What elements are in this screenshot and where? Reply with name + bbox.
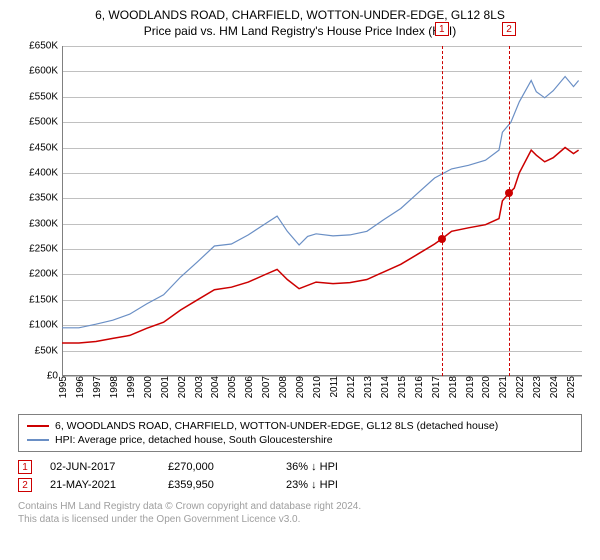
series-property <box>62 148 579 344</box>
legend-label: 6, WOODLANDS ROAD, CHARFIELD, WOTTON-UND… <box>55 420 498 432</box>
event-price: £359,950 <box>168 479 268 491</box>
y-axis-label: £0 <box>47 371 58 382</box>
sale-dot <box>438 235 446 243</box>
event-number: 1 <box>18 460 32 474</box>
y-axis-label: £200K <box>29 269 58 280</box>
y-axis-label: £600K <box>29 66 58 77</box>
event-price: £270,000 <box>168 461 268 473</box>
plot-area: £0£50K£100K£150K£200K£250K£300K£350K£400… <box>62 46 582 376</box>
x-axis-label: 1995 <box>58 376 69 398</box>
y-axis-label: £50K <box>35 345 58 356</box>
event-date: 21-MAY-2021 <box>50 479 150 491</box>
legend-swatch <box>27 425 49 427</box>
y-axis-label: £150K <box>29 294 58 305</box>
x-axis-label: 2005 <box>227 376 238 398</box>
x-axis-label: 1999 <box>126 376 137 398</box>
series-hpi <box>62 77 579 328</box>
x-axis-label: 2004 <box>210 376 221 398</box>
chart: £0 £50K £100K £150K £200K £250K £300K £350K £400… <box>18 46 582 406</box>
x-axis-label: 2012 <box>346 376 357 398</box>
attribution: Contains HM Land Registry data © Crown c… <box>18 500 582 526</box>
x-axis-label: 1998 <box>109 376 120 398</box>
x-axis-label: 2017 <box>431 376 442 398</box>
x-axis-label: 2014 <box>380 376 391 398</box>
legend-swatch <box>27 439 49 441</box>
x-axis-label: 2020 <box>481 376 492 398</box>
x-axis-label: 2025 <box>566 376 577 398</box>
chart-subtitle: Price paid vs. HM Land Registry's House … <box>18 24 582 38</box>
sale-marker-box: 1 <box>435 22 449 36</box>
sale-vline <box>509 46 510 376</box>
event-change: 23% ↓ HPI <box>286 479 386 491</box>
legend-item: 6, WOODLANDS ROAD, CHARFIELD, WOTTON-UND… <box>27 419 573 433</box>
x-axis-label: 2001 <box>160 376 171 398</box>
event-date: 02-JUN-2017 <box>50 461 150 473</box>
x-axis-label: 2007 <box>261 376 272 398</box>
sale-vline <box>442 46 443 376</box>
x-axis-label: 2024 <box>549 376 560 398</box>
x-axis-label: 2015 <box>397 376 408 398</box>
event-row: 1 02-JUN-2017 £270,000 36% ↓ HPI <box>18 458 582 476</box>
x-axis-label: 2008 <box>278 376 289 398</box>
attribution-line2: This data is licensed under the Open Gov… <box>18 513 582 526</box>
chart-title: 6, WOODLANDS ROAD, CHARFIELD, WOTTON-UND… <box>18 8 582 22</box>
x-axis-label: 1997 <box>92 376 103 398</box>
event-row: 2 21-MAY-2021 £359,950 23% ↓ HPI <box>18 476 582 494</box>
x-axis-label: 2002 <box>177 376 188 398</box>
x-axis-label: 2011 <box>329 376 340 398</box>
x-axis-label: 2013 <box>363 376 374 398</box>
y-axis-label: £550K <box>29 91 58 102</box>
sale-events: 1 02-JUN-2017 £270,000 36% ↓ HPI 2 21-MAY-202… <box>18 458 582 494</box>
x-axis-label: 2016 <box>414 376 425 398</box>
attribution-line1: Contains HM Land Registry data © Crown c… <box>18 500 582 513</box>
legend-label: HPI: Average price, detached house, Sout… <box>55 434 333 446</box>
y-axis-label: £300K <box>29 218 58 229</box>
x-axis-label: 2023 <box>532 376 543 398</box>
chart-lines <box>62 46 582 376</box>
y-axis-label: £450K <box>29 142 58 153</box>
x-axis-label: 2010 <box>312 376 323 398</box>
x-axis-label: 2018 <box>448 376 459 398</box>
x-axis-label: 2009 <box>295 376 306 398</box>
legend-item: HPI: Average price, detached house, Sout… <box>27 433 573 447</box>
x-axis-label: 2019 <box>465 376 476 398</box>
sale-dot <box>505 189 513 197</box>
x-axis-label: 2022 <box>515 376 526 398</box>
y-axis-label: £500K <box>29 117 58 128</box>
y-axis-label: £100K <box>29 320 58 331</box>
x-axis-label: 2003 <box>194 376 205 398</box>
event-change: 36% ↓ HPI <box>286 461 386 473</box>
y-axis-label: £250K <box>29 244 58 255</box>
x-axis-label: 1996 <box>75 376 86 398</box>
y-axis-label: £400K <box>29 167 58 178</box>
y-axis-label: £650K <box>29 41 58 52</box>
legend: 6, WOODLANDS ROAD, CHARFIELD, WOTTON-UND… <box>18 414 582 452</box>
x-axis-label: 2000 <box>143 376 154 398</box>
y-axis-label: £350K <box>29 193 58 204</box>
x-axis-label: 2021 <box>498 376 509 398</box>
event-number: 2 <box>18 478 32 492</box>
sale-marker-box: 2 <box>502 22 516 36</box>
x-axis-label: 2006 <box>244 376 255 398</box>
